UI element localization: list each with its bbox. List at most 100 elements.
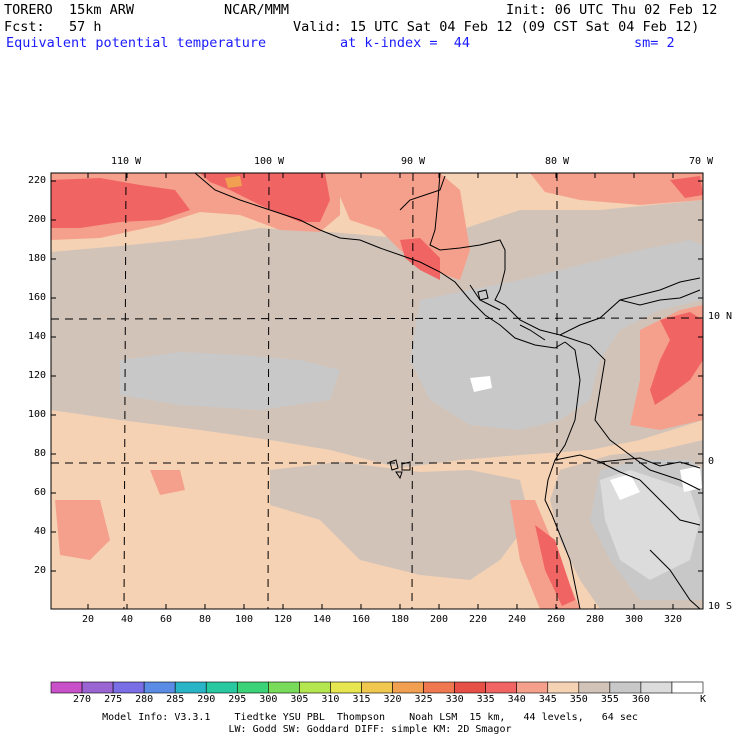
bottom-grid-label: 80 — [198, 614, 212, 625]
colorbar-label: 280 — [135, 694, 154, 705]
border-ecuador — [599, 457, 701, 469]
bottom-grid-label: 120 — [273, 614, 293, 625]
left-grid-label: 140 — [27, 331, 46, 342]
colorbar-swatch — [330, 681, 362, 694]
top-lon-label: 90 W — [400, 156, 426, 167]
colorbar-label: 315 — [352, 694, 371, 705]
colorbar-swatch — [361, 681, 393, 694]
model-info-line2: LW: Godd SW: Goddard DIFF: simple KM: 2D… — [228, 724, 512, 735]
left-grid-label: 120 — [27, 370, 46, 381]
colorbar-label: 310 — [321, 694, 340, 705]
colorbar-label: 355 — [600, 694, 619, 705]
lon-100w — [267, 173, 270, 609]
field-orange-spot — [225, 176, 242, 188]
coastline-nicaragua — [469, 284, 501, 311]
top-lon-label: 110 W — [110, 156, 142, 167]
colorbar-swatch — [671, 681, 704, 694]
colorbar-label: 300 — [259, 694, 278, 705]
colorbar-label: 360 — [631, 694, 650, 705]
colorbar-swatch — [392, 681, 424, 694]
level-label: at k-index = 44 — [340, 35, 471, 51]
colorbar-swatch — [578, 681, 611, 694]
coastline-caribbean — [429, 173, 701, 336]
colorbar-label: 350 — [569, 694, 588, 705]
center-name: NCAR/MMM — [224, 2, 290, 18]
valid-time: Valid: 15 UTC Sat 04 Feb 12 (09 CST Sat … — [293, 19, 700, 35]
colorbar-swatch — [423, 681, 455, 694]
colorbar-label: 325 — [414, 694, 433, 705]
top-lon-label: 100 W — [253, 156, 285, 167]
top-lon-label: 80 W — [544, 156, 570, 167]
model-info-line1: Model Info: V3.3.1 Tiedtke YSU PBL Thomp… — [102, 712, 638, 723]
colorbar-swatch — [236, 681, 269, 694]
colorbar-swatch — [143, 681, 176, 694]
coastline-yucatan — [399, 175, 446, 211]
colorbar-swatch — [268, 681, 300, 694]
colorbar-label: 305 — [290, 694, 309, 705]
model-name: TORERO 15km ARW — [4, 2, 135, 18]
lat-lon-grid — [51, 173, 703, 609]
border-peru-bolivia — [649, 549, 701, 609]
lon-90w — [411, 173, 414, 609]
bottom-grid-label: 320 — [663, 614, 683, 625]
bottom-grid-label: 220 — [468, 614, 488, 625]
border-panama — [519, 324, 546, 341]
forecast-hour: Fcst: 57 h — [4, 19, 102, 35]
colorbar-label: 295 — [228, 694, 247, 705]
border-brazil-peru — [639, 479, 701, 526]
frame-ticks — [51, 173, 703, 609]
coastline-venezuela — [619, 289, 701, 306]
bottom-grid-label: 280 — [585, 614, 605, 625]
left-grid-label: 20 — [33, 565, 46, 576]
colorbar-swatch — [174, 681, 207, 694]
colorbar-swatch — [547, 681, 580, 694]
colorbar — [50, 681, 704, 694]
coastline-south-america-west — [544, 341, 581, 609]
left-grid-label: 160 — [27, 292, 46, 303]
left-grid-label: 80 — [33, 448, 46, 459]
colorbar-swatch — [50, 681, 83, 694]
plot-frame — [50, 172, 704, 610]
bottom-grid-label: 200 — [429, 614, 449, 625]
left-grid-label: 200 — [27, 214, 46, 225]
left-grid-label: 220 — [27, 175, 46, 186]
field-hot-region — [51, 173, 703, 606]
left-grid-label: 100 — [27, 409, 46, 420]
colorbar-swatch — [299, 681, 331, 694]
bottom-grid-label: 260 — [546, 614, 566, 625]
left-grid-label: 180 — [27, 253, 46, 264]
bottom-grid-label: 100 — [234, 614, 254, 625]
bottom-grid-label: 40 — [120, 614, 134, 625]
bottom-grid-label: 160 — [351, 614, 371, 625]
colorbar-swatch — [205, 681, 238, 694]
colorbar-swatch — [81, 681, 114, 694]
colorbar-swatch — [454, 681, 486, 694]
colorbar-swatch — [609, 681, 642, 694]
colorbar-unit: K — [699, 694, 707, 705]
colorbar-swatch — [640, 681, 673, 694]
right-lat-label: 10 S — [708, 601, 733, 612]
left-grid-label: 60 — [33, 487, 46, 498]
lat-10n — [51, 317, 703, 320]
top-lon-label: 70 W — [688, 156, 714, 167]
colorbar-label: 275 — [104, 694, 123, 705]
colorbar-label: 335 — [476, 694, 495, 705]
smoothing-label: sm= 2 — [634, 35, 675, 51]
right-lat-label: 10 N — [708, 311, 733, 322]
colorbar-label: 340 — [507, 694, 526, 705]
colorbar-swatch — [485, 681, 518, 694]
lake-nicaragua — [477, 289, 489, 301]
field-name: Equivalent potential temperature — [6, 35, 267, 51]
colorbar-swatch — [112, 681, 145, 694]
coastlines — [194, 173, 701, 609]
colorbar-label: 290 — [197, 694, 216, 705]
border-south-america — [559, 334, 701, 491]
bottom-grid-label: 300 — [624, 614, 644, 625]
colorbar-label: 330 — [445, 694, 464, 705]
right-lat-label: 0 — [708, 456, 715, 467]
left-grid-label: 40 — [33, 526, 46, 537]
lon-110w — [123, 173, 127, 609]
colorbar-label: 345 — [538, 694, 557, 705]
bottom-grid-label: 20 — [81, 614, 95, 625]
